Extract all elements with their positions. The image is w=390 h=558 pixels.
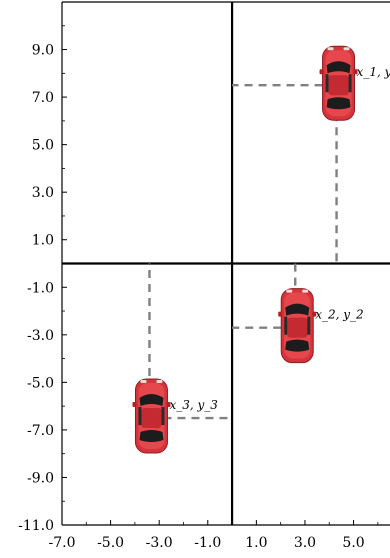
y-tick-label: 1.0 <box>32 233 54 249</box>
x-tick-label: 1.0 <box>245 535 267 551</box>
y-tick-label: -5.0 <box>27 375 54 391</box>
y-tick-label: 5.0 <box>32 138 54 154</box>
x-tick-label: -7.0 <box>49 535 76 551</box>
y-tick-label: -9.0 <box>27 470 54 486</box>
x-tick-label: 5.0 <box>342 535 364 551</box>
car-icon <box>319 45 359 121</box>
car-2: x_2, y_2 <box>232 263 364 364</box>
y-tick-label: 3.0 <box>32 185 54 201</box>
x-tick-label: -5.0 <box>97 535 124 551</box>
y-tick-label: 7.0 <box>32 90 54 106</box>
x-tick-label: -3.0 <box>146 535 173 551</box>
y-tick-label: -3.0 <box>27 328 54 344</box>
point-label: x_2, y_2 <box>315 308 363 322</box>
car-icon <box>131 378 171 454</box>
y-tick-label: -11.0 <box>18 518 54 534</box>
car-1: x_1, y_1 <box>232 45 390 264</box>
car-3: x_3, y_3 <box>131 263 233 454</box>
point-label: x_1, y_1 <box>357 65 390 79</box>
y-tick-label: -7.0 <box>27 423 54 439</box>
x-tick-label: 3.0 <box>294 535 316 551</box>
car-icon <box>277 288 317 364</box>
point-label: x_3, y_3 <box>169 398 218 412</box>
x-tick-label: -1.0 <box>194 535 221 551</box>
y-tick-label: -1.0 <box>27 280 54 296</box>
y-tick-label: 9.0 <box>32 43 54 59</box>
